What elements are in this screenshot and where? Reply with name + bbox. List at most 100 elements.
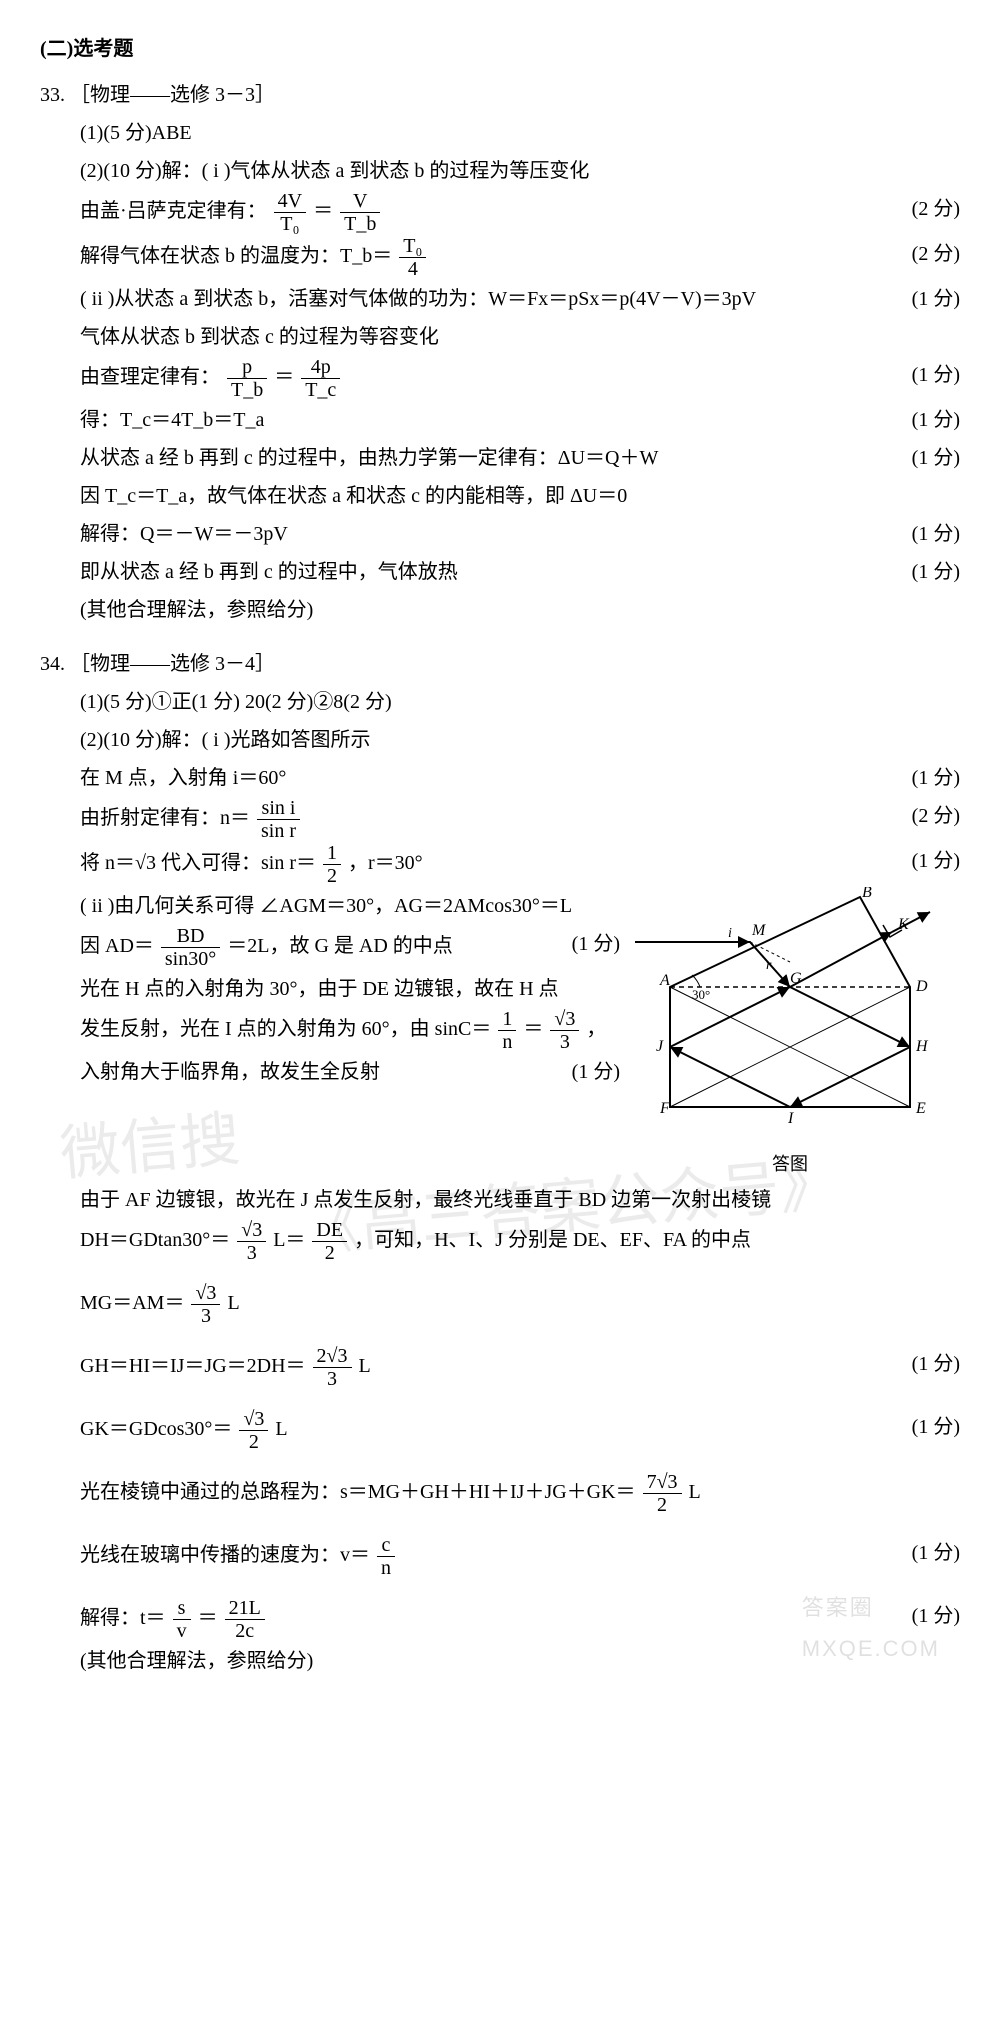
text: 得：T_c＝4T_b＝T_a <box>80 401 912 439</box>
problem-33-topic: ［物理——选修 3－3］ <box>70 84 275 106</box>
score: (1 分) <box>572 925 620 963</box>
score: (2 分) <box>912 797 960 835</box>
num: T₀ <box>399 235 426 258</box>
svg-text:E: E <box>915 1100 926 1117</box>
eq: ＝ <box>274 366 294 388</box>
page-container: 微信搜 《高三答案公众号》 (二)选考题 33. ［物理——选修 3－3］ (1… <box>40 30 960 1680</box>
den: 3 <box>237 1242 266 1264</box>
p34-part2-intro: (2)(10 分)解：( i )光路如答图所示 <box>80 721 960 759</box>
p33-part1: (1)(5 分)ABE <box>80 114 960 152</box>
frac-21l-2c: 21L 2c <box>225 1597 265 1642</box>
num: sin i <box>257 797 300 820</box>
text: L <box>359 1355 371 1377</box>
p33-part2-intro: (2)(10 分)解：( i )气体从状态 a 到状态 b 的过程为等压变化 <box>80 152 960 190</box>
num: 4p <box>301 356 340 379</box>
text: 由查理定律有： <box>80 366 220 388</box>
num: c <box>377 1534 395 1557</box>
p33-gay-lussac: 由盖·吕萨克定律有： 4V T₀ ＝ V T_b (2 分) <box>80 190 960 235</box>
score: (1 分) <box>912 1345 960 1383</box>
num: 2√3 <box>313 1345 352 1368</box>
text: 解得：t＝ <box>80 1607 166 1629</box>
den: 2c <box>225 1620 265 1642</box>
text: 在 M 点，入射角 i＝60° <box>80 759 912 797</box>
p33-charles: 由查理定律有： p T_b ＝ 4p T_c (1 分) <box>80 356 960 401</box>
num: p <box>227 356 267 379</box>
num: √3 <box>550 1008 579 1031</box>
den: 2 <box>643 1494 682 1516</box>
frac-4p-tc: 4p T_c <box>301 356 340 401</box>
section-header: (二)选考题 <box>40 30 960 68</box>
text: GK＝GDcos30°＝ <box>80 1418 232 1440</box>
diagram-caption: 答图 <box>620 1147 960 1181</box>
num: 1 <box>498 1008 516 1031</box>
text: ， <box>586 1018 606 1040</box>
p34-i: 发生反射，光在 I 点的入射角为 60°，由 sinC＝ 1 n ＝ √3 3 … <box>80 1008 620 1053</box>
score: (1 分) <box>912 439 960 477</box>
problem-33: 33. ［物理——选修 3－3］ (1)(5 分)ABE (2)(10 分)解：… <box>40 76 960 629</box>
score: (1 分) <box>912 1534 960 1572</box>
p34-refract: 由折射定律有：n＝ sin i sin r (2 分) <box>80 797 960 842</box>
den: T_b <box>227 379 267 401</box>
p34-h: 光在 H 点的入射角为 30°，由于 DE 边镀银，故在 H 点 <box>80 970 620 1008</box>
frac-4v-t0: 4V T₀ <box>274 190 306 235</box>
p34-af: 由于 AF 边镀银，故光在 J 点发生反射，最终光线垂直于 BD 边第一次射出棱… <box>80 1181 960 1219</box>
score: (1 分) <box>912 759 960 797</box>
score: (1 分) <box>912 356 960 394</box>
p34-dh: DH＝GDtan30°＝ √3 3 L＝ DE 2 ，可知，H、I、J 分别是 … <box>80 1219 960 1264</box>
num: V <box>340 190 380 213</box>
p34-s: 光在棱镜中通过的总路程为：s＝MG＋GH＋HI＋IJ＋JG＋GK＝ 7√3 2 … <box>80 1471 960 1516</box>
svg-text:J: J <box>656 1038 664 1055</box>
text: MG＝AM＝ <box>80 1292 184 1314</box>
den: v <box>173 1620 191 1642</box>
footer-watermark: 答案圈 MXQE.COM <box>802 1587 940 1671</box>
text: 将 n＝√3 代入可得：sin r＝ <box>80 852 316 874</box>
text: GH＝HI＝IJ＝JG＝2DH＝ <box>80 1355 306 1377</box>
frac-s: 7√3 2 <box>643 1471 682 1516</box>
score: (1 分) <box>572 1053 620 1091</box>
text: ＝2L，故 G 是 AD 的中点 <box>227 935 453 957</box>
p34-sub: 将 n＝√3 代入可得：sin r＝ 1 2 ，r＝30° (1 分) <box>80 842 960 887</box>
frac-gk: √3 2 <box>239 1408 268 1453</box>
den: sin r <box>257 820 300 842</box>
p33-tc: 得：T_c＝4T_b＝T_a (1 分) <box>80 401 960 439</box>
svg-text:H: H <box>915 1038 929 1055</box>
text: 光线在玻璃中传播的速度为：v＝ <box>80 1544 370 1566</box>
text: L＝ <box>273 1229 305 1251</box>
den: 3 <box>191 1305 220 1327</box>
num: √3 <box>237 1219 266 1242</box>
score: (1 分) <box>912 280 960 318</box>
p33-du: 因 T_c＝T_a，故气体在状态 a 和状态 c 的内能相等，即 ΔU＝0 <box>80 477 960 515</box>
p33-gay-text: 由盖·吕萨克定律有： <box>80 200 267 222</box>
den: 2 <box>239 1431 268 1453</box>
p34-m: 在 M 点，入射角 i＝60° (1 分) <box>80 759 960 797</box>
p34-gk: GK＝GDcos30°＝ √3 2 L (1 分) <box>80 1408 960 1453</box>
den: n <box>377 1557 395 1579</box>
frac-c-n: c n <box>377 1534 395 1579</box>
score: (1 分) <box>912 401 960 439</box>
score: (1 分) <box>912 553 960 591</box>
den: 2 <box>323 865 341 887</box>
text: 由折射定律有：n＝ <box>80 807 250 829</box>
text: DH＝GDtan30°＝ <box>80 1229 230 1251</box>
problem-34: 34. ［物理——选修 3－4］ (1)(5 分)①正(1 分) 20(2 分)… <box>40 645 960 1680</box>
p33-other: (其他合理解法，参照给分) <box>80 591 960 629</box>
p33-q: 解得：Q＝－W＝－3pV (1 分) <box>80 515 960 553</box>
text: 光在棱镜中通过的总路程为：s＝MG＋GH＋HI＋IJ＋JG＋GK＝ <box>80 1481 636 1503</box>
num: √3 <box>191 1282 220 1305</box>
text: ，r＝30° <box>348 852 423 874</box>
p34-part1: (1)(5 分)①正(1 分) 20(2 分)②8(2 分) <box>80 683 960 721</box>
den: n <box>498 1031 516 1053</box>
num: BD <box>161 925 220 948</box>
diagram-col: A B D E F G H I J K M i r 30° 答图 <box>620 887 960 1181</box>
eq: ＝ <box>523 1018 543 1040</box>
text: L <box>275 1418 287 1440</box>
score: (2 分) <box>912 235 960 273</box>
text: L <box>689 1481 701 1503</box>
frac-s-v: s v <box>173 1597 191 1642</box>
p34-ad: 因 AD＝ BD sin30° ＝2L，故 G 是 AD 的中点 (1 分) <box>80 925 620 970</box>
frac-v-tb: V T_b <box>340 190 380 235</box>
svg-text:M: M <box>751 922 767 939</box>
text: 从状态 a 经 b 再到 c 的过程中，由热力学第一定律有：ΔU＝Q＋W <box>80 439 912 477</box>
p34-gh: GH＝HI＝IJ＝JG＝2DH＝ 2√3 3 L (1 分) <box>80 1345 960 1390</box>
p34-v: 光线在玻璃中传播的速度为：v＝ c n (1 分) <box>80 1534 960 1579</box>
